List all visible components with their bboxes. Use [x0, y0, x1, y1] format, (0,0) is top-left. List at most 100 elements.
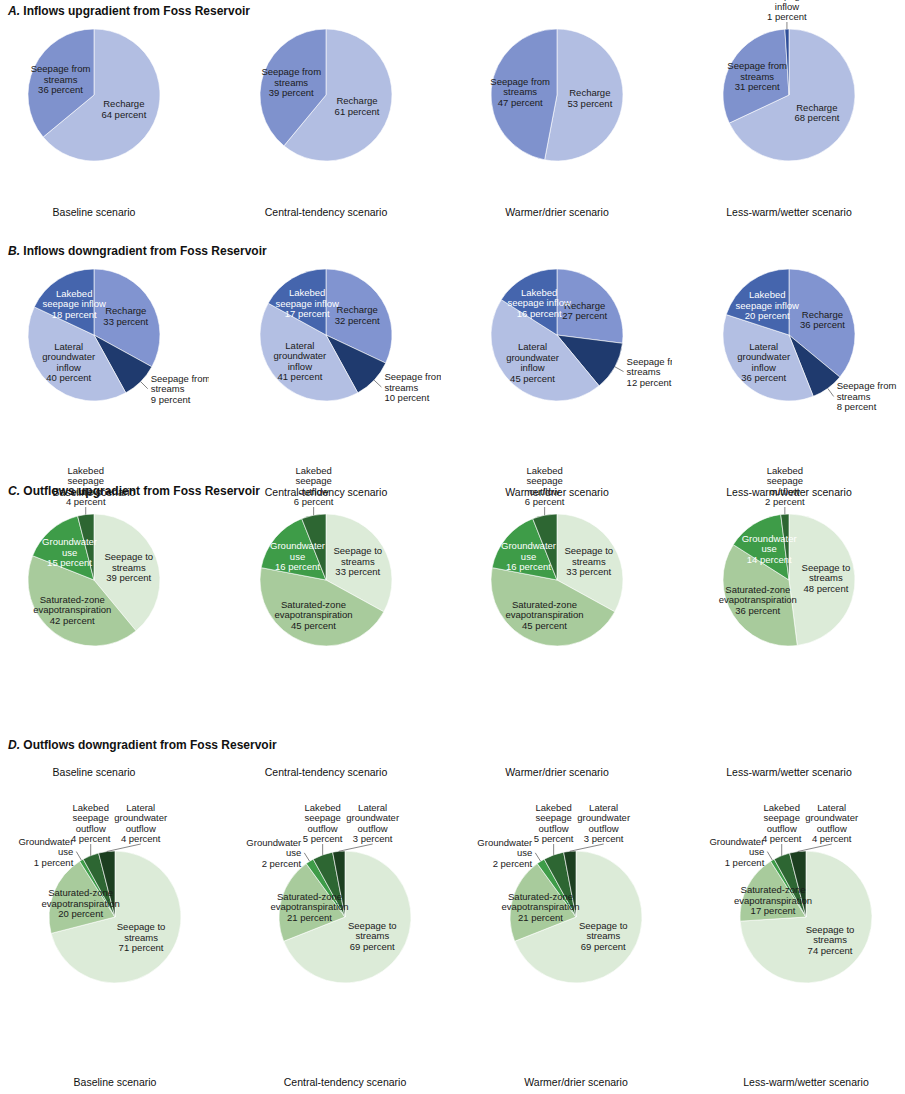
svg-text:15 percent: 15 percent [47, 557, 92, 568]
svg-text:Groundwater: Groundwater [742, 533, 797, 544]
svg-text:streams: streams [503, 86, 537, 97]
svg-text:Lakebed: Lakebed [763, 802, 799, 813]
svg-text:use: use [762, 543, 777, 554]
svg-text:Groundwater: Groundwater [18, 836, 73, 847]
svg-text:Lateral: Lateral [817, 802, 846, 813]
svg-text:68 percent: 68 percent [794, 112, 839, 123]
svg-text:3 percent: 3 percent [584, 833, 624, 844]
svg-text:36 percent: 36 percent [38, 84, 83, 95]
svg-text:outflow: outflow [817, 823, 847, 834]
svg-text:streams: streams [44, 74, 78, 85]
svg-text:streams: streams [572, 556, 606, 567]
svg-text:20 percent: 20 percent [745, 310, 790, 321]
svg-text:3 percent: 3 percent [353, 833, 393, 844]
svg-text:seepage inflow: seepage inflow [507, 297, 571, 308]
svg-text:groundwater: groundwater [577, 812, 630, 823]
svg-text:53 percent: 53 percent [567, 98, 612, 109]
svg-text:use: use [749, 846, 764, 857]
svg-text:1 percent: 1 percent [767, 11, 807, 22]
svg-text:outflow: outflow [539, 823, 569, 834]
svg-text:use: use [62, 547, 77, 558]
svg-text:4 percent: 4 percent [812, 833, 852, 844]
svg-text:Groundwater: Groundwater [477, 837, 532, 848]
svg-text:18 percent: 18 percent [52, 309, 97, 320]
svg-text:45 percent: 45 percent [291, 620, 336, 631]
svg-text:evapotranspiration: evapotranspiration [42, 898, 120, 909]
svg-text:Seepage to: Seepage to [117, 921, 166, 932]
svg-text:1 percent: 1 percent [34, 857, 74, 868]
svg-text:Groundwater: Groundwater [42, 536, 97, 547]
svg-text:Seepage to: Seepage to [806, 924, 855, 935]
svg-text:36 percent: 36 percent [735, 605, 780, 616]
svg-text:17 percent: 17 percent [285, 308, 330, 319]
svg-text:groundwater: groundwater [273, 350, 326, 361]
svg-text:16 percent: 16 percent [517, 308, 562, 319]
svg-text:inflow: inflow [57, 362, 81, 373]
svg-text:evapotranspiration: evapotranspiration [270, 901, 348, 912]
svg-text:streams: streams [586, 930, 620, 941]
svg-text:streams: streams [740, 71, 774, 82]
svg-text:36 percent: 36 percent [741, 372, 786, 383]
svg-text:seepage inflow: seepage inflow [275, 298, 339, 309]
svg-text:Groundwater: Groundwater [501, 540, 556, 551]
svg-text:streams: streams [384, 382, 418, 393]
svg-text:9 percent: 9 percent [151, 394, 191, 405]
svg-text:45 percent: 45 percent [522, 620, 567, 631]
svg-text:Seepage from: Seepage from [31, 63, 91, 74]
svg-text:5 percent: 5 percent [534, 833, 574, 844]
svg-text:41 percent: 41 percent [277, 371, 322, 382]
svg-text:inflow: inflow [288, 361, 312, 372]
svg-text:Groundwater: Groundwater [246, 837, 301, 848]
svg-text:groundwater: groundwater [42, 351, 95, 362]
svg-text:21 percent: 21 percent [518, 912, 563, 923]
svg-text:6 percent: 6 percent [294, 496, 334, 507]
svg-text:39 percent: 39 percent [106, 572, 151, 583]
svg-text:32 percent: 32 percent [335, 315, 380, 326]
svg-text:Saturated-zone: Saturated-zone [512, 599, 577, 610]
svg-text:inflow: inflow [775, 1, 799, 12]
svg-text:seepage: seepage [767, 475, 803, 486]
svg-text:1 percent: 1 percent [725, 857, 765, 868]
svg-text:Lakebed: Lakebed [304, 802, 340, 813]
svg-text:48 percent: 48 percent [803, 583, 848, 594]
svg-text:Lakebed: Lakebed [749, 289, 785, 300]
svg-text:streams: streams [124, 932, 158, 943]
svg-text:evapotranspiration: evapotranspiration [274, 609, 352, 620]
svg-text:12 percent: 12 percent [627, 377, 672, 388]
svg-text:Lateral: Lateral [749, 341, 778, 352]
svg-text:74 percent: 74 percent [808, 945, 853, 956]
svg-text:71 percent: 71 percent [119, 942, 164, 953]
svg-text:seepage: seepage [763, 812, 799, 823]
svg-text:inflow: inflow [752, 362, 776, 373]
svg-text:Recharge: Recharge [569, 87, 610, 98]
svg-text:Saturated-zone: Saturated-zone [281, 599, 346, 610]
svg-text:use: use [521, 551, 536, 562]
svg-text:42 percent: 42 percent [50, 615, 95, 626]
svg-text:seepage inflow: seepage inflow [736, 300, 800, 311]
svg-text:Seepage to: Seepage to [565, 545, 614, 556]
svg-text:outflow: outflow [299, 486, 329, 497]
svg-text:streams: streams [112, 562, 146, 573]
svg-text:groundwater: groundwater [805, 812, 858, 823]
svg-text:Seepage to: Seepage to [104, 551, 153, 562]
svg-text:Seepage to: Seepage to [802, 562, 851, 573]
svg-text:streams: streams [627, 366, 661, 377]
svg-text:Seepage from: Seepage from [727, 60, 787, 71]
svg-text:4 percent: 4 percent [121, 833, 161, 844]
svg-text:40 percent: 40 percent [46, 372, 91, 383]
svg-text:4 percent: 4 percent [762, 833, 802, 844]
svg-text:47 percent: 47 percent [498, 97, 543, 108]
svg-text:streams: streams [355, 930, 389, 941]
svg-text:4 percent: 4 percent [66, 496, 106, 507]
svg-text:outflow: outflow [308, 823, 338, 834]
svg-text:Recharge: Recharge [103, 98, 144, 109]
svg-text:seepage inflow: seepage inflow [43, 298, 107, 309]
svg-text:outflow: outflow [71, 486, 101, 497]
svg-text:69 percent: 69 percent [581, 941, 626, 952]
svg-text:Saturated-zone: Saturated-zone [508, 891, 573, 902]
svg-text:39 percent: 39 percent [269, 87, 314, 98]
svg-text:Seepage from: Seepage from [384, 371, 441, 382]
svg-text:Lakebed: Lakebed [289, 287, 325, 298]
svg-text:Seepage from: Seepage from [261, 66, 321, 77]
svg-text:2 percent: 2 percent [493, 858, 533, 869]
